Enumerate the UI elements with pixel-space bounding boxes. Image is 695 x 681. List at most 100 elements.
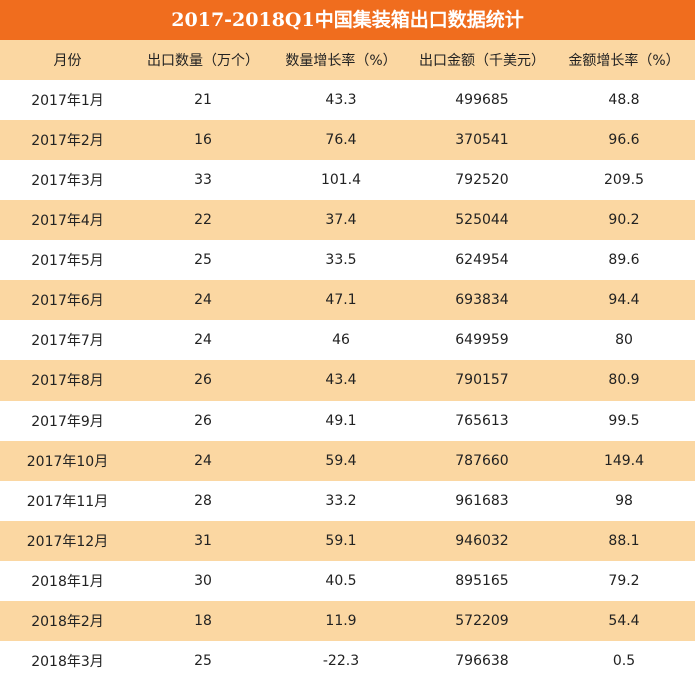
table-row: 2017年4月 22 37.4 525044 90.2: [0, 200, 695, 241]
table-cell: 946032: [455, 532, 509, 549]
table-cell: 49.1: [325, 412, 357, 429]
table-cell: 33: [194, 172, 212, 189]
column-header: 出口金额（千美元）: [419, 53, 545, 69]
table-cell: 370541: [455, 132, 509, 149]
table-cell: 47.1: [325, 292, 357, 309]
table-cell: 649959: [455, 332, 509, 349]
table-cell: 2017年5月: [31, 253, 104, 270]
table-cell: 2017年4月: [31, 213, 104, 230]
table-cell: 24: [194, 332, 212, 349]
table-cell: 2017年11月: [26, 493, 109, 510]
table-cell: 765613: [455, 412, 509, 429]
table-cell: 796638: [455, 652, 509, 669]
table-cell: 37.4: [325, 212, 357, 229]
table-cell: 11.9: [325, 612, 357, 629]
table-cell: -22.3: [322, 652, 360, 669]
table-cell: 2017年2月: [31, 133, 104, 150]
table-cell: 99.5: [608, 412, 640, 429]
table-cell: 88.1: [608, 532, 640, 549]
table-cell: 2017年3月: [31, 173, 104, 190]
table-cell: 624954: [455, 252, 509, 269]
table-cell: 59.1: [325, 532, 357, 549]
table-cell: 2017年8月: [31, 373, 104, 390]
table-cell: 2018年3月: [31, 653, 104, 670]
table-cell: 149.4: [603, 452, 645, 469]
table-cell: 26: [194, 412, 212, 429]
table-cell: 209.5: [603, 172, 645, 189]
table-title: 2017-2018Q1中国集装箱出口数据统计: [0, 0, 695, 40]
table-cell: 525044: [455, 212, 509, 229]
column-header: 出口数量（万个）: [147, 53, 259, 69]
table-cell: 96.6: [608, 132, 640, 149]
table-cell: 25: [194, 252, 212, 269]
table-cell: 26: [194, 372, 212, 389]
column-header: 金额增长率（%）: [568, 53, 680, 69]
table-row: 2017年3月 33 101.4 792520 209.5: [0, 160, 695, 201]
table-cell: 787660: [455, 452, 509, 469]
table-cell: 33.5: [325, 252, 357, 269]
table-cell: 25: [194, 652, 212, 669]
table-cell: 89.6: [608, 252, 640, 269]
table-cell: 895165: [455, 572, 509, 589]
table-cell: 572209: [455, 612, 509, 629]
table-row: 2017年8月 26 43.4 790157 80.9: [0, 360, 695, 401]
table-cell: 40.5: [325, 572, 357, 589]
table-row: 2017年2月 16 76.4 370541 96.6: [0, 120, 695, 161]
column-header: 月份: [53, 53, 82, 69]
table-row: 2017年9月 26 49.1 765613 99.5: [0, 400, 695, 441]
table-cell: 22: [194, 212, 212, 229]
table-cell: 693834: [455, 292, 509, 309]
table-cell: 59.4: [325, 452, 357, 469]
table-cell: 80.9: [608, 372, 640, 389]
table-cell: 2017年9月: [31, 413, 104, 430]
table-row: 2017年1月 21 43.3 499685 48.8: [0, 80, 695, 121]
table-header: 月份 出口数量（万个） 数量增长率（%） 出口金额（千美元） 金额增长率（%）: [0, 40, 695, 80]
table-row: 2018年3月 25 -22.3 796638 0.5: [0, 640, 695, 681]
table-cell: 94.4: [608, 292, 640, 309]
table-cell: 16: [194, 132, 212, 149]
table-cell: 2017年1月: [31, 93, 104, 110]
table-cell: 30: [194, 572, 212, 589]
table-cell: 43.3: [325, 92, 357, 109]
table-cell: 792520: [455, 172, 509, 189]
table-cell: 499685: [455, 92, 509, 109]
table-cell: 0.5: [612, 652, 636, 669]
table-row: 2017年11月 28 33.2 961683 98: [0, 480, 695, 521]
table-body: 2017年1月 21 43.3 499685 48.8 2017年2月 16 76.4 3705…: [0, 80, 695, 681]
table-cell: 90.2: [608, 212, 640, 229]
column-header: 数量增长率（%）: [285, 53, 397, 69]
table-cell: 33.2: [325, 492, 357, 509]
table-cell: 76.4: [325, 132, 357, 149]
table-cell: 2017年6月: [31, 293, 104, 310]
table-cell: 790157: [455, 372, 509, 389]
table-row: 2017年7月 24 46 649959 80: [0, 320, 695, 361]
table-cell: 2017年7月: [31, 333, 104, 350]
table-cell: 18: [194, 612, 212, 629]
table-cell: 28: [194, 492, 212, 509]
table-cell: 2018年2月: [31, 613, 104, 630]
table-row: 2017年12月 31 59.1 946032 88.1: [0, 520, 695, 561]
table-row: 2017年5月 25 33.5 624954 89.6: [0, 240, 695, 281]
table-cell: 2018年1月: [31, 573, 104, 590]
header-row: 月份 出口数量（万个） 数量增长率（%） 出口金额（千美元） 金额增长率（%）: [0, 40, 695, 80]
table-cell: 79.2: [608, 572, 640, 589]
table-cell: 24: [194, 452, 212, 469]
table-cell: 24: [194, 292, 212, 309]
data-table: 月份 出口数量（万个） 数量增长率（%） 出口金额（千美元） 金额增长率（%） 2017…: [0, 40, 695, 681]
table-row: 2017年10月 24 59.4 787660 149.4: [0, 440, 695, 481]
table-cell: 48.8: [608, 92, 640, 109]
table-cell: 43.4: [325, 372, 357, 389]
table-row: 2018年1月 30 40.5 895165 79.2: [0, 560, 695, 601]
table-cell: 961683: [455, 492, 509, 509]
table-cell: 2017年10月: [26, 453, 109, 470]
table-cell: 80: [615, 332, 633, 349]
table-row: 2018年2月 18 11.9 572209 54.4: [0, 600, 695, 641]
table-cell: 98: [615, 492, 633, 509]
table-cell: 101.4: [320, 172, 362, 189]
table-row: 2017年6月 24 47.1 693834 94.4: [0, 280, 695, 321]
table-cell: 31: [194, 532, 212, 549]
table-cell: 54.4: [608, 612, 640, 629]
table-cell: 46: [332, 332, 350, 349]
table-cell: 21: [194, 92, 212, 109]
